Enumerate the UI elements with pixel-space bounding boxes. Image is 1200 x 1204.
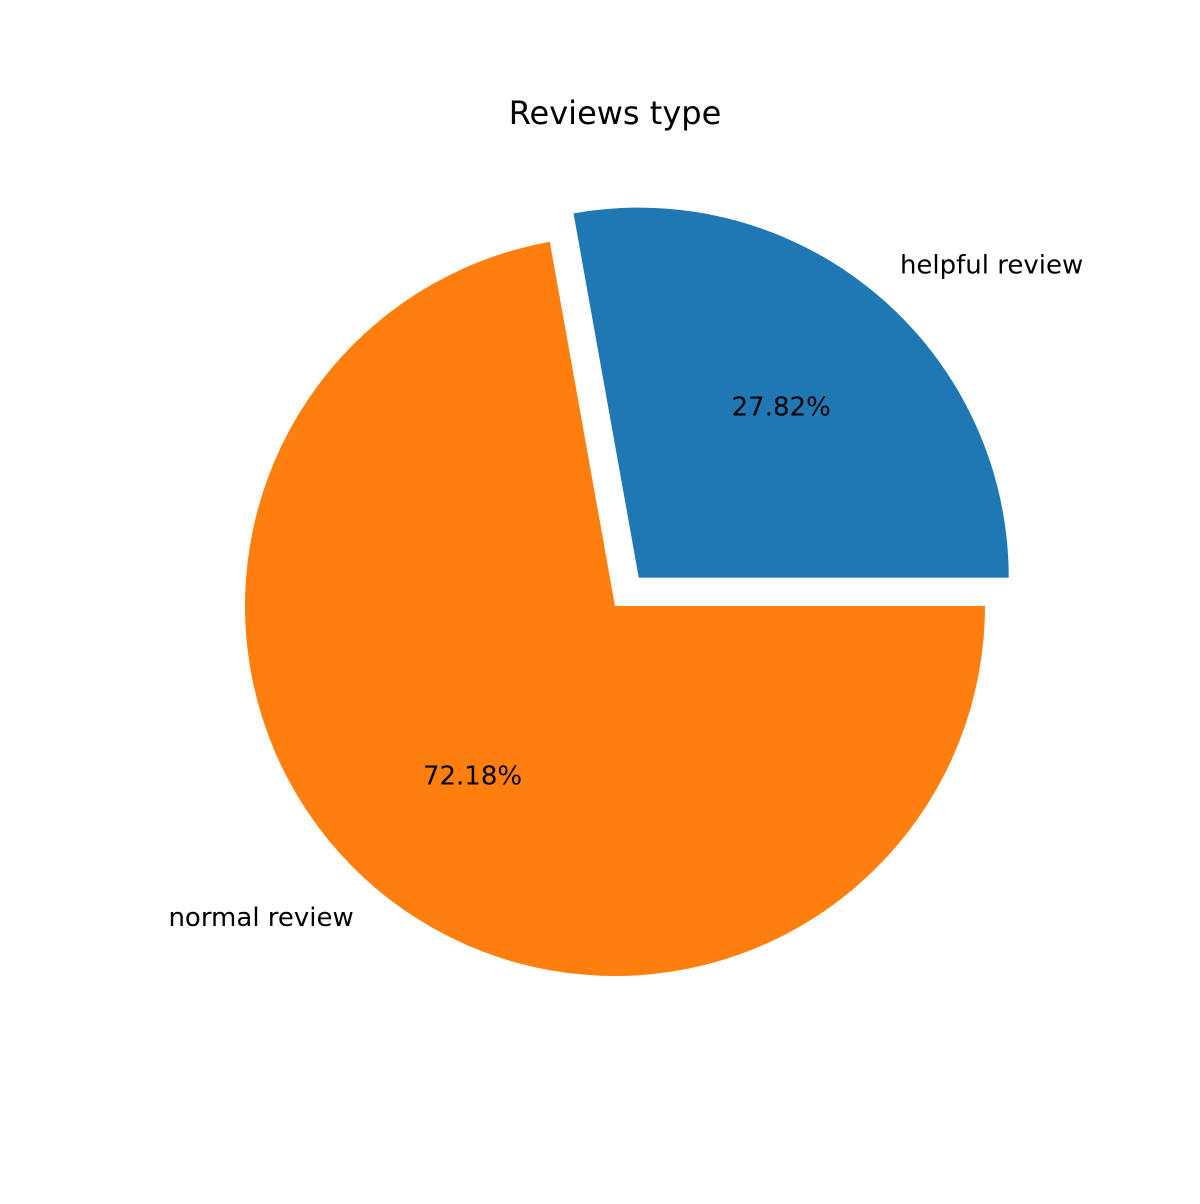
pie-labels: helpful review 27.82% normal review 72.18%	[168, 250, 1083, 933]
percent-label: 27.82%	[732, 392, 831, 422]
pie-slices	[245, 207, 1009, 976]
percent-label: 72.18%	[423, 761, 522, 791]
pie-slice-helpful-review	[573, 207, 1009, 578]
pie-slice-normal-review	[245, 241, 986, 976]
category-label: normal review	[168, 903, 353, 933]
category-label: helpful review	[900, 250, 1083, 280]
chart-title: Reviews type	[508, 94, 722, 132]
